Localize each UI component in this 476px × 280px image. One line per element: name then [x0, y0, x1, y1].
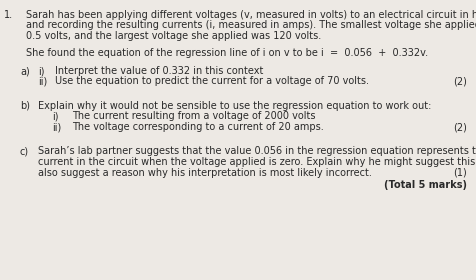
- Text: Sarah’s lab partner suggests that the value 0.056 in the regression equation rep: Sarah’s lab partner suggests that the va…: [38, 146, 476, 157]
- Text: i): i): [38, 66, 44, 76]
- Text: 0.5 volts, and the largest voltage she applied was 120 volts.: 0.5 volts, and the largest voltage she a…: [26, 31, 320, 41]
- Text: Interpret the value of 0.332 in this context: Interpret the value of 0.332 in this con…: [55, 66, 263, 76]
- Text: 1.: 1.: [4, 10, 13, 20]
- Text: The current resulting from a voltage of 2000 volts: The current resulting from a voltage of …: [72, 111, 315, 122]
- Text: c): c): [20, 146, 29, 157]
- Text: current in the circuit when the voltage applied is zero. Explain why he might su: current in the circuit when the voltage …: [38, 157, 476, 167]
- Text: a): a): [20, 66, 30, 76]
- Text: The voltage corresponding to a current of 20 amps.: The voltage corresponding to a current o…: [72, 122, 323, 132]
- Text: (2): (2): [452, 122, 466, 132]
- Text: (2): (2): [452, 76, 466, 87]
- Text: Sarah has been applying different voltages (v, measured in volts) to an electric: Sarah has been applying different voltag…: [26, 10, 476, 20]
- Text: (1): (1): [452, 167, 466, 178]
- Text: b): b): [20, 101, 30, 111]
- Text: i): i): [52, 111, 59, 122]
- Text: She found the equation of the regression line of i on v to be i  =  0.056  +  0.: She found the equation of the regression…: [26, 48, 427, 59]
- Text: ii): ii): [52, 122, 61, 132]
- Text: Explain why it would not be sensible to use the regression equation to work out:: Explain why it would not be sensible to …: [38, 101, 430, 111]
- Text: also suggest a reason why his interpretation is most likely incorrect.: also suggest a reason why his interpreta…: [38, 167, 371, 178]
- Text: (Total 5 marks): (Total 5 marks): [383, 180, 466, 190]
- Text: Use the equation to predict the current for a voltage of 70 volts.: Use the equation to predict the current …: [55, 76, 368, 87]
- Text: ii): ii): [38, 76, 47, 87]
- Text: and recording the resulting currents (i, measured in amps). The smallest voltage: and recording the resulting currents (i,…: [26, 20, 476, 31]
